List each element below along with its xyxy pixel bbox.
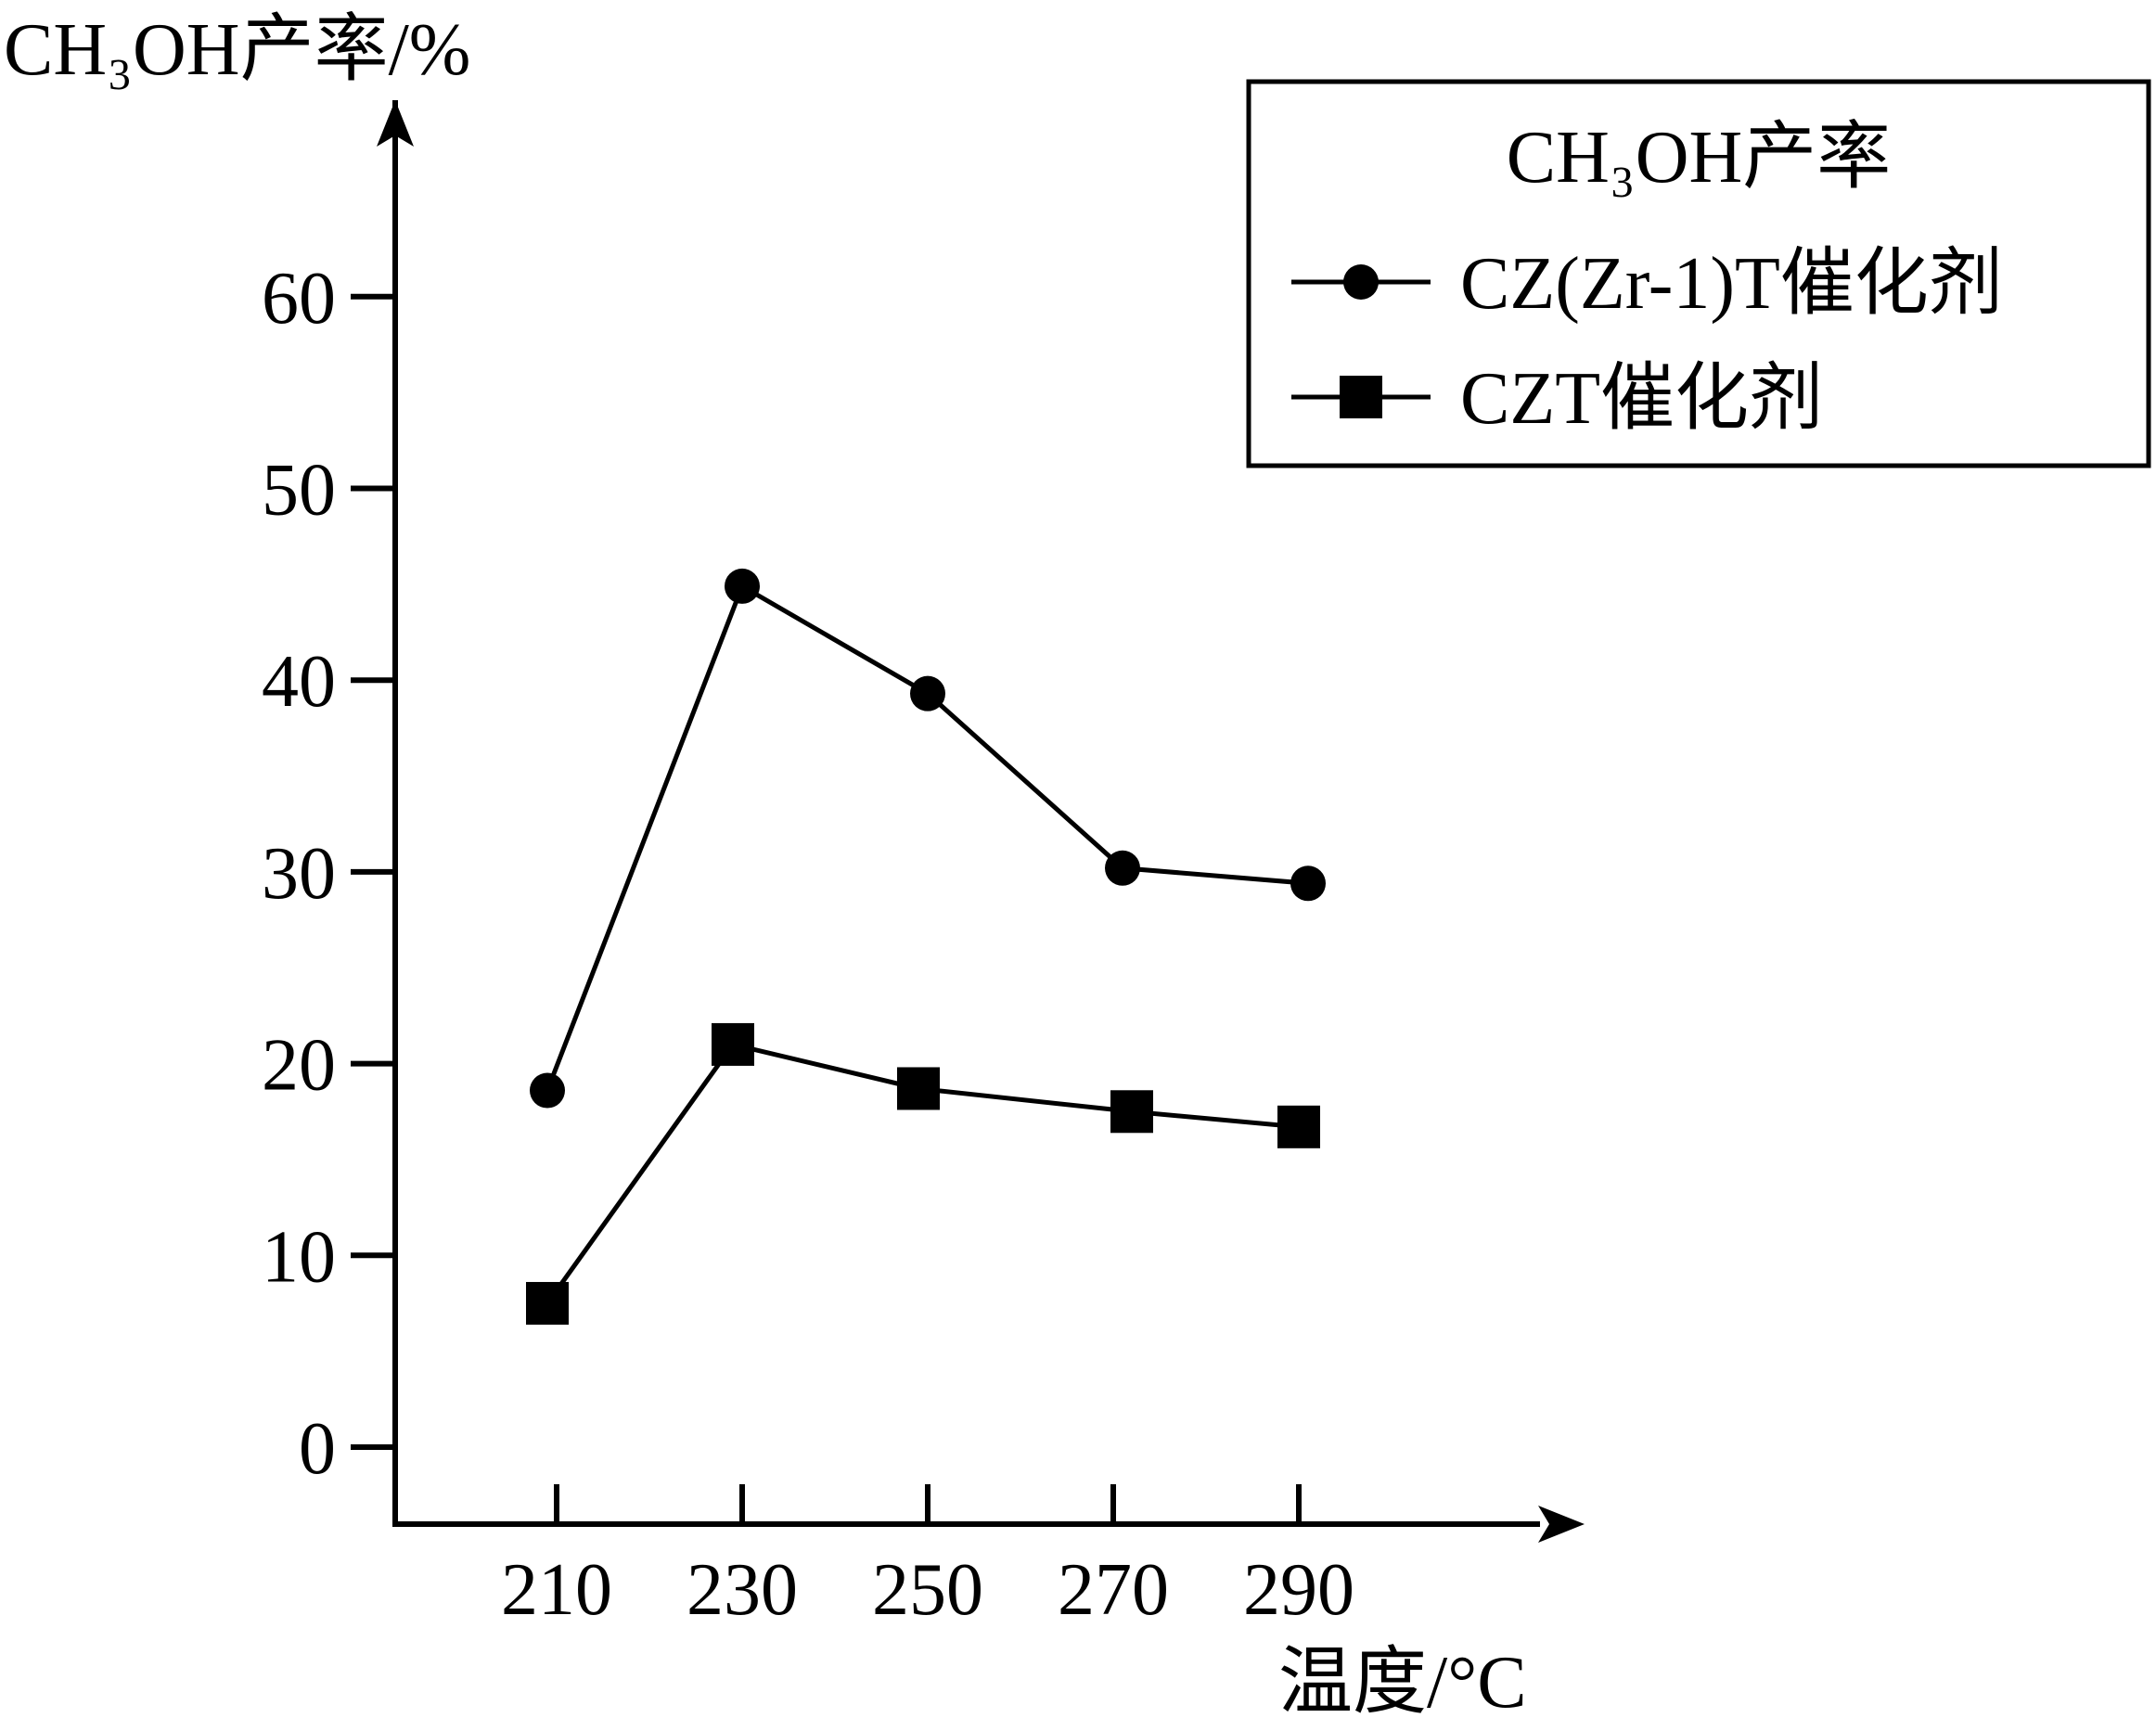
- y-ticks: 0 10 20 30 40 50 60: [262, 258, 395, 1490]
- y-tick-label-40: 40: [262, 641, 336, 723]
- legend-box: [1246, 79, 2151, 468]
- y-axis-title: CH₃OH产率/%: [4, 9, 470, 91]
- x-tick-label-270: 270: [1058, 1549, 1169, 1631]
- legend-label-1: CZT催化剂: [1460, 358, 1823, 440]
- series-1-point-1: [712, 1022, 754, 1066]
- series-1-point-3: [1110, 1090, 1153, 1134]
- legend-marker-0: [1343, 264, 1379, 300]
- x-ticks: 210 230 250 270 290: [501, 1484, 1354, 1631]
- x-axis-arrow: [1538, 1506, 1585, 1543]
- y-tick-label-30: 30: [262, 833, 336, 915]
- x-axis-title: 温度/°C: [1278, 1642, 1527, 1718]
- series-0-point-1: [725, 568, 760, 604]
- x-tick-label-210: 210: [501, 1549, 612, 1631]
- series-1-point-0: [526, 1281, 569, 1325]
- y-tick-label-60: 60: [262, 258, 336, 340]
- y-axis-arrow: [377, 100, 414, 147]
- series-0-point-4: [1290, 865, 1326, 902]
- series-1-point-2: [897, 1067, 940, 1110]
- y-tick-label-10: 10: [262, 1216, 336, 1298]
- legend-marker-1: [1340, 376, 1382, 418]
- x-tick-label-230: 230: [687, 1549, 798, 1631]
- legend-items: CZ(Zr-1)T催化剂 CZT催化剂: [1291, 243, 2003, 440]
- legend-title: CH₃OH产率: [1507, 117, 1892, 199]
- x-tick-label-290: 290: [1243, 1549, 1354, 1631]
- series-0-line: [545, 583, 1309, 1092]
- series-0-point-0: [530, 1072, 565, 1109]
- y-tick-label-20: 20: [262, 1025, 336, 1107]
- series-layer: [526, 568, 1326, 1325]
- legend-label-0: CZ(Zr-1)T催化剂: [1460, 243, 2003, 325]
- y-tick-label-0: 0: [299, 1408, 336, 1490]
- x-tick-label-250: 250: [872, 1549, 983, 1631]
- legend: CH₃OH产率 CZ(Zr-1)T催化剂 CZT催化剂: [1246, 79, 2151, 468]
- series-1-point-4: [1277, 1105, 1320, 1148]
- y-tick-label-50: 50: [262, 450, 336, 532]
- series-0-point-3: [1105, 850, 1140, 886]
- series-0-point-2: [910, 675, 945, 712]
